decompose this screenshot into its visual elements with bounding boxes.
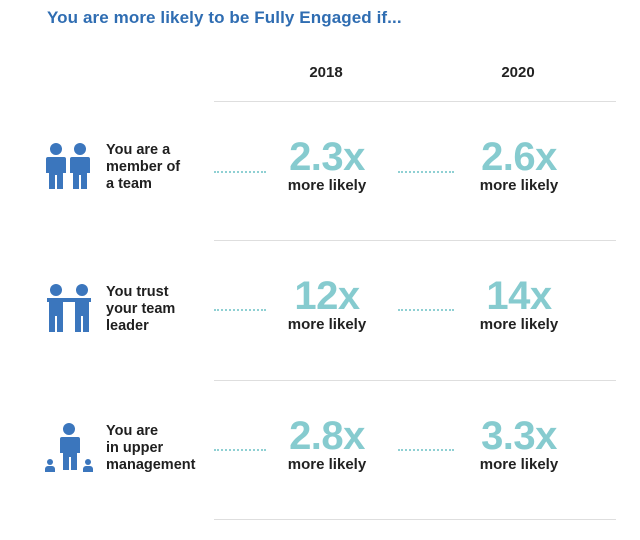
row-trust-leader: You trust your team leader 12x more like… xyxy=(0,240,640,380)
divider xyxy=(214,519,616,520)
row-upper-management: You are in upper management 2.8x more li… xyxy=(0,380,640,520)
divider xyxy=(214,101,616,102)
stat-value: 12x xyxy=(294,274,360,318)
dotted-leader xyxy=(398,171,454,173)
dotted-leader xyxy=(214,309,266,311)
column-header-2020: 2020 xyxy=(501,64,535,81)
stat-value: 2.3x xyxy=(289,135,365,179)
stat-suffix: more likely xyxy=(287,456,367,473)
stat-2020: 14x more likely xyxy=(454,276,584,334)
stat-suffix: more likely xyxy=(479,177,559,194)
row-label: You are a member of a team xyxy=(106,142,181,192)
stat-suffix: more likely xyxy=(479,456,559,473)
stat-2018: 2.3x more likely xyxy=(262,137,392,195)
row-label: You trust your team leader xyxy=(106,284,176,334)
stat-2020: 2.6x more likely xyxy=(454,137,584,195)
row-label: You are in upper management xyxy=(106,423,196,473)
stat-2018: 2.8x more likely xyxy=(262,416,392,474)
stat-suffix: more likely xyxy=(287,316,367,333)
dotted-leader xyxy=(214,171,266,173)
divider xyxy=(214,240,616,241)
stat-value: 2.8x xyxy=(289,414,365,458)
two-people-icon xyxy=(46,143,90,189)
stat-suffix: more likely xyxy=(287,177,367,194)
stat-2020: 3.3x more likely xyxy=(454,416,584,474)
stat-2018: 12x more likely xyxy=(262,276,392,334)
row-team-member: You are a member of a team 2.3x more lik… xyxy=(0,101,640,241)
leader-with-team-icon xyxy=(45,423,93,472)
stat-suffix: more likely xyxy=(479,316,559,333)
divider xyxy=(214,380,616,381)
stat-value: 3.3x xyxy=(481,414,557,458)
dotted-leader xyxy=(214,449,266,451)
people-holding-hands-icon xyxy=(47,284,91,332)
column-header-2018: 2018 xyxy=(309,64,343,81)
stat-value: 14x xyxy=(486,274,552,318)
page-title: You are more likely to be Fully Engaged … xyxy=(47,8,402,27)
stat-value: 2.6x xyxy=(481,135,557,179)
dotted-leader xyxy=(398,309,454,311)
dotted-leader xyxy=(398,449,454,451)
